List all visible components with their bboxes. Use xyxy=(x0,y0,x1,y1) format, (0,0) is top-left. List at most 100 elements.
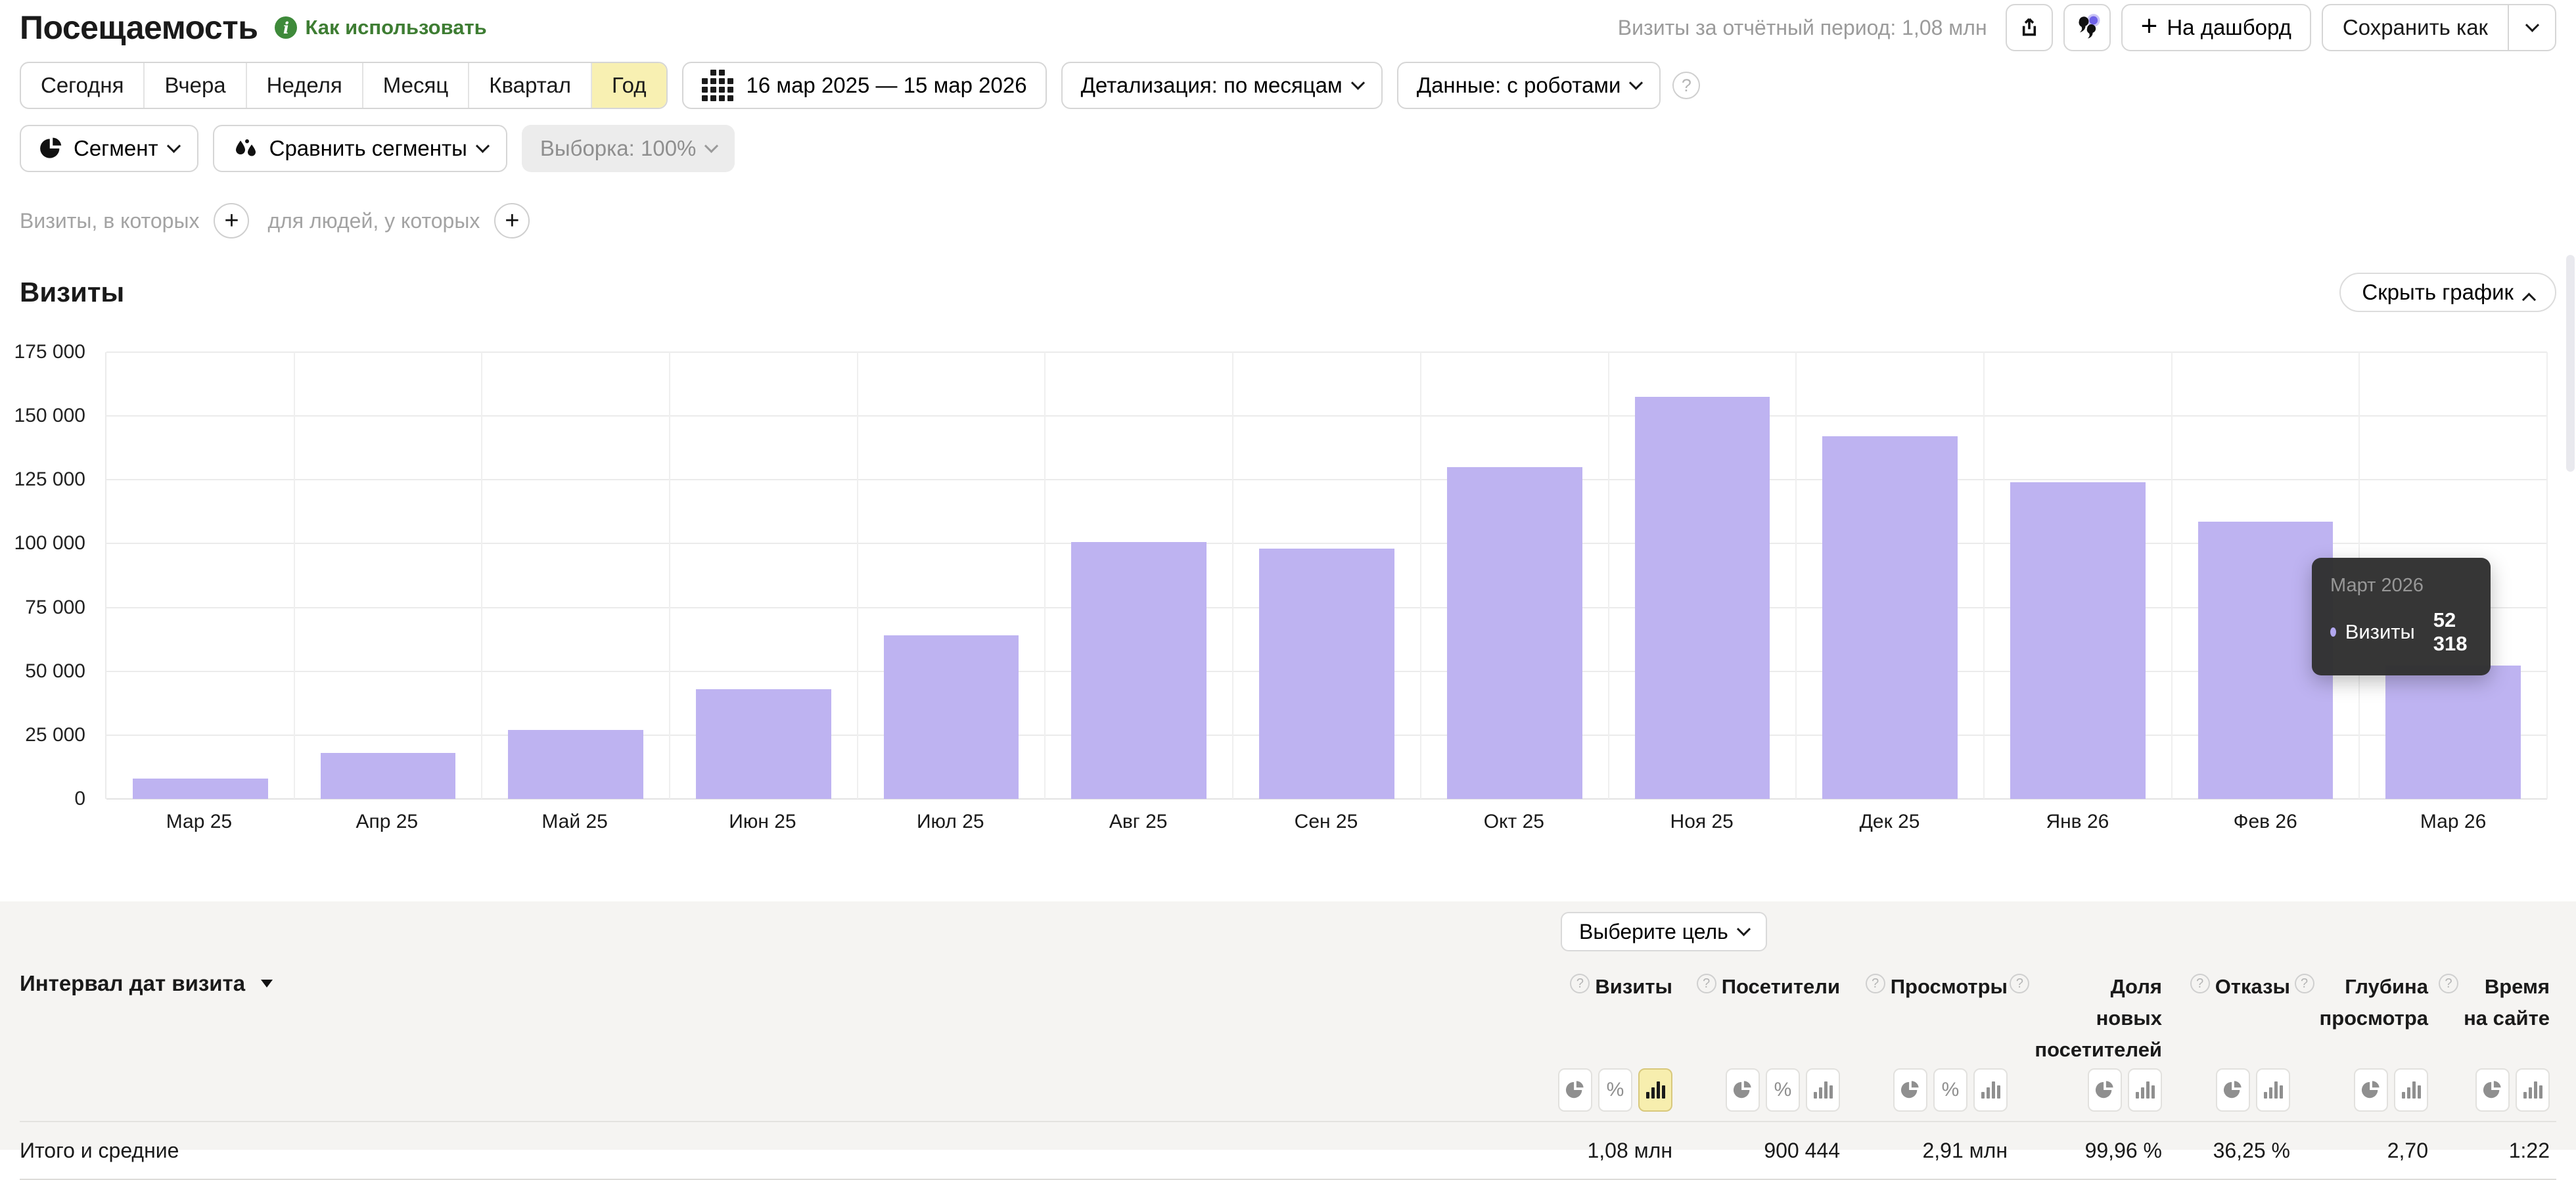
bar-Мар 26[interactable] xyxy=(2385,666,2521,799)
toggle-group-Время на сайте xyxy=(2428,1067,2550,1113)
export-button[interactable] xyxy=(2006,4,2053,51)
metric-help-icon[interactable]: ? xyxy=(2295,974,2314,993)
metric-header-Просмотры: ? Просмотры xyxy=(1840,971,2008,1066)
data-mode-dropdown[interactable]: Данные: с роботами xyxy=(1397,62,1661,109)
metric-label[interactable]: Визиты xyxy=(1595,971,1672,1003)
chevron-down-icon xyxy=(2525,18,2539,32)
x-tick-label: Май 25 xyxy=(481,811,669,833)
y-tick-label: 0 xyxy=(74,788,85,810)
save-as-split-button: Сохранить как xyxy=(2322,4,2556,51)
x-tick-label: Ноя 25 xyxy=(1608,811,1796,833)
metric-headers: ?Визиты?Посетители?Просмотры?Доля новых … xyxy=(1505,971,2556,1066)
x-tick-label: Мар 25 xyxy=(105,811,293,833)
pie-view-toggle[interactable] xyxy=(2088,1068,2122,1112)
bar-Сен 25[interactable] xyxy=(1259,549,1394,799)
chart-title: Визиты xyxy=(20,277,124,308)
add-people-condition-button[interactable]: + xyxy=(494,203,530,238)
bar-Мар 25[interactable] xyxy=(133,779,268,799)
period-button-квартал[interactable]: Квартал xyxy=(468,63,591,108)
add-to-dashboard-button[interactable]: + На дашборд xyxy=(2121,4,2311,51)
bars-view-toggle[interactable] xyxy=(1973,1068,2008,1112)
toggle-group-Визиты: % xyxy=(1505,1067,1672,1113)
total-value-Глубина просмотра: 2,70 xyxy=(2290,1139,2428,1163)
scrollbar-thumb[interactable] xyxy=(2566,255,2575,472)
x-tick-label: Мар 26 xyxy=(2359,811,2547,833)
bar-Авг 25[interactable] xyxy=(1071,542,1207,799)
percent-view-toggle[interactable]: % xyxy=(1933,1068,1967,1112)
detalization-dropdown[interactable]: Детализация: по месяцам xyxy=(1061,62,1383,109)
metric-help-icon[interactable]: ? xyxy=(1866,974,1885,993)
save-as-menu-button[interactable] xyxy=(2508,5,2555,50)
bars-view-toggle[interactable] xyxy=(2394,1068,2428,1112)
share-icon xyxy=(2017,15,2042,40)
period-button-год[interactable]: Год xyxy=(591,63,666,108)
metric-header-Отказы: ? Отказы xyxy=(2162,971,2290,1066)
x-tick-label: Июл 25 xyxy=(856,811,1044,833)
percent-view-toggle[interactable]: % xyxy=(1598,1068,1632,1112)
metric-help-icon[interactable]: ? xyxy=(1697,974,1716,993)
add-visit-condition-button[interactable]: + xyxy=(214,203,249,238)
bar-Ноя 25[interactable] xyxy=(1635,397,1770,799)
y-tick-label: 125 000 xyxy=(14,468,85,491)
segment-toolbar: Сегмент Сравнить сегменты Выборка: 100% xyxy=(20,125,2556,172)
ai-assistant-button[interactable] xyxy=(2063,4,2111,51)
metric-label[interactable]: Отказы xyxy=(2215,971,2290,1003)
bars-view-toggle[interactable] xyxy=(2128,1068,2162,1112)
bars-view-toggle[interactable] xyxy=(1638,1068,1672,1112)
select-goal-dropdown[interactable]: Выберите цель xyxy=(1561,912,1767,951)
bars-view-toggle[interactable] xyxy=(2256,1068,2290,1112)
chevron-down-icon xyxy=(1737,922,1751,936)
hide-chart-button[interactable]: Скрыть график xyxy=(2339,273,2556,312)
chevron-down-icon xyxy=(476,139,490,152)
metric-help-icon[interactable]: ? xyxy=(2010,974,2029,993)
bar-Янв 26[interactable] xyxy=(2010,482,2146,799)
period-button-сегодня[interactable]: Сегодня xyxy=(21,63,143,108)
date-range-button[interactable]: 16 мар 2025 — 15 мар 2026 xyxy=(682,62,1047,109)
pie-view-toggle[interactable] xyxy=(2475,1068,2510,1112)
people-condition-label: для людей, у которых xyxy=(267,209,480,233)
sort-triangle-icon xyxy=(261,980,273,987)
pie-view-toggle[interactable] xyxy=(2216,1068,2250,1112)
total-value-Время на сайте: 1:22 xyxy=(2428,1139,2550,1163)
sampling-dropdown[interactable]: Выборка: 100% xyxy=(522,125,735,172)
series-dot-icon xyxy=(2330,627,2336,637)
percent-view-toggle[interactable]: % xyxy=(1766,1068,1800,1112)
metric-label[interactable]: Просмотры xyxy=(1891,971,2008,1003)
bars-view-toggle[interactable] xyxy=(1806,1068,1840,1112)
segment-dropdown[interactable]: Сегмент xyxy=(20,125,198,172)
bar-Апр 25[interactable] xyxy=(321,753,456,799)
bar-Дек 25[interactable] xyxy=(1822,436,1958,799)
save-as-button[interactable]: Сохранить как xyxy=(2323,5,2508,50)
bar-Окт 25[interactable] xyxy=(1447,467,1582,799)
bars-view-toggle[interactable] xyxy=(2516,1068,2550,1112)
chevron-up-icon xyxy=(2522,292,2536,306)
pie-view-toggle[interactable] xyxy=(2354,1068,2388,1112)
table-header-row: Интервал дат визита ?Визиты?Посетители?П… xyxy=(20,971,2556,1066)
bar-Июн 25[interactable] xyxy=(696,689,831,799)
tooltip-series: Визиты xyxy=(2345,620,2415,644)
pie-view-toggle[interactable] xyxy=(1893,1068,1927,1112)
period-button-неделя[interactable]: Неделя xyxy=(246,63,362,108)
period-button-вчера[interactable]: Вчера xyxy=(143,63,245,108)
metric-label[interactable]: Доля новых посетителей xyxy=(2035,971,2162,1066)
metric-help-icon[interactable]: ? xyxy=(2190,974,2210,993)
metric-help-icon[interactable]: ? xyxy=(1570,974,1590,993)
compare-segments-dropdown[interactable]: Сравнить сегменты xyxy=(213,125,507,172)
help-icon[interactable]: ? xyxy=(1672,72,1700,99)
data-table-section: Выберите цель Интервал дат визита ? Визит… xyxy=(0,901,2576,1150)
metric-label[interactable]: Глубина просмотра xyxy=(2320,971,2428,1034)
metric-label[interactable]: Время на сайте xyxy=(2464,971,2550,1034)
dimension-header[interactable]: Интервал дат визита xyxy=(20,971,273,996)
metric-help-icon[interactable]: ? xyxy=(2439,974,2458,993)
pie-view-toggle[interactable] xyxy=(1726,1068,1760,1112)
x-tick-label: Янв 26 xyxy=(1983,811,2171,833)
period-button-месяц[interactable]: Месяц xyxy=(362,63,468,108)
bar-Май 25[interactable] xyxy=(508,730,643,799)
bar-Июл 25[interactable] xyxy=(884,635,1019,799)
pie-view-toggle[interactable] xyxy=(1558,1068,1592,1112)
how-to-use-link[interactable]: Как использовать xyxy=(305,16,486,39)
y-tick-label: 75 000 xyxy=(25,597,85,619)
goal-row: Выберите цель xyxy=(20,901,2556,951)
metric-label[interactable]: Посетители xyxy=(1722,971,1840,1003)
